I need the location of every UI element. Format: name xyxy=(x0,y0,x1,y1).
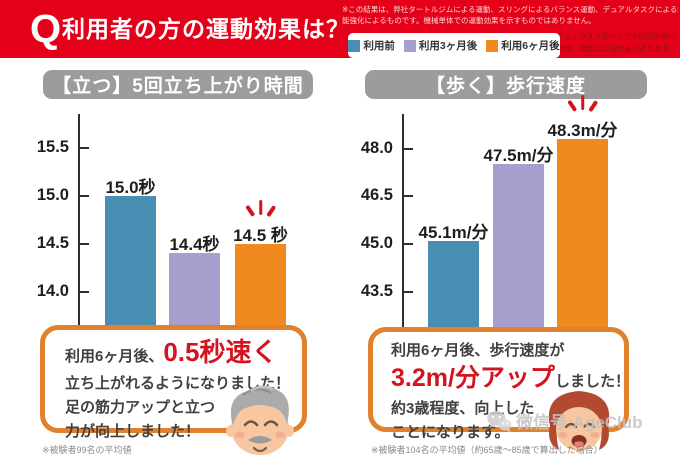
chart-title-walking: 【歩く】歩行速度 xyxy=(365,70,647,99)
elderly-woman-illustration xyxy=(548,391,610,451)
bar-利用6ヶ月後 xyxy=(557,139,608,336)
axis-tick-mark xyxy=(404,147,413,150)
bar-value-label: 48.3m/分 xyxy=(547,121,618,141)
header-disclaimer: ※この結果は、弊社タートルジムによる運動、スリングによるバランス運動、デュアルタ… xyxy=(342,4,678,26)
axis-tick-label: 14.5 xyxy=(36,233,69,252)
chart-legend: 利用前 利用3ヶ月後 利用6ヶ月後 xyxy=(348,33,560,58)
axis-tick-mark xyxy=(80,290,89,293)
bar-利用3ヶ月後 xyxy=(493,164,544,336)
callout-line: 3.2m/分アップしました！ xyxy=(391,363,630,397)
legend-label: 利用3ヶ月後 xyxy=(418,40,478,52)
bar-利用前 xyxy=(105,195,156,336)
wechat-icon xyxy=(487,410,512,432)
callout-line: 利用6ヶ月後、0.5秒速く xyxy=(65,337,294,372)
axis-tick-mark xyxy=(404,242,413,245)
axis-tick-label: 43.5 xyxy=(360,281,393,300)
bar-value-label: 15.0秒 xyxy=(105,177,156,197)
axis-tick-mark xyxy=(80,146,89,149)
watermark: 微信号:AgeClub xyxy=(486,408,643,433)
callout-prefix: 利用6ヶ月後、 xyxy=(65,348,164,365)
disclaimer-line-1: ※この結果は、弊社タートルジムによる運動、スリングによるバランス運動、デュアルタ… xyxy=(342,5,678,14)
bar-value-label: 45.1m/分 xyxy=(418,222,489,242)
legend-label: 利用前 xyxy=(363,40,395,52)
bar-利用前 xyxy=(428,240,479,336)
axis-tick-label: 45.0 xyxy=(360,233,393,252)
legend-swatch xyxy=(348,39,361,52)
bar-利用3ヶ月後 xyxy=(169,253,220,336)
chart-title-standing: 【立つ】5回立ち上がり時間 xyxy=(43,70,313,99)
bar-value-label: 14.4秒 xyxy=(169,235,220,255)
legend-swatch xyxy=(403,39,416,52)
y-axis-line xyxy=(402,114,404,336)
axis-tick-mark xyxy=(80,194,89,197)
legend-item: 利用3ヶ月後 xyxy=(403,38,478,53)
emphasis-marks xyxy=(567,93,599,113)
standing-chart-plot: 15.5 15.0 14.5 14.0 15.0秒 14.4秒 14.5 秒 xyxy=(30,114,330,336)
callout-line: 足の筋力アップと立つ xyxy=(65,399,216,416)
disclaimer-line-2: 能強化によるものです。機械単体での運動効果を示すものではありません。 xyxy=(342,16,596,25)
axis-tick-label: 46.5 xyxy=(360,186,393,205)
note-individual: ※数値、効果には個体差があります。 xyxy=(550,44,676,53)
callout-line: 力が向上しました！ xyxy=(65,423,201,440)
note-research: ※アシックススポーツ工学研究所調べ xyxy=(550,32,676,41)
legend-item: 利用6ヶ月後 xyxy=(486,38,560,53)
bar-利用6ヶ月後 xyxy=(235,243,286,336)
elderly-man-illustration xyxy=(226,385,294,455)
axis-tick-mark xyxy=(80,242,89,245)
axis-tick-mark xyxy=(404,195,413,198)
callout-line: ことになります。 xyxy=(391,424,510,441)
legend-item: 利用前 xyxy=(348,38,395,53)
header-notes: ※アシックススポーツ工学研究所調べ ※数値、効果には個体差があります。 xyxy=(550,31,676,55)
bar-value-label: 14.5 秒 xyxy=(233,225,288,245)
walking-footnote: ※被験者104名の平均値（約65歳～85歳で算出した場合） xyxy=(371,445,603,455)
callout-line: 立ち上がれるようになりました！ xyxy=(65,375,291,392)
page-title: 利用者の方の運動効果は？ xyxy=(62,16,350,42)
q-mark: Q xyxy=(30,7,62,51)
y-axis-line xyxy=(78,114,80,336)
emphasis-marks xyxy=(245,198,277,217)
axis-tick-label: 14.0 xyxy=(36,281,69,300)
axis-tick-label: 15.5 xyxy=(36,137,69,156)
callout-line: 利用6ヶ月後、歩行速度が xyxy=(391,342,565,359)
standing-footnote: ※被験者99名の平均値 xyxy=(42,445,132,455)
axis-tick-label: 48.0 xyxy=(360,138,393,157)
legend-label: 利用6ヶ月後 xyxy=(501,40,560,52)
highlight-value: 3.2m/分アップ xyxy=(391,364,555,392)
legend-swatch xyxy=(486,39,499,52)
header-banner: Q 利用者の方の運動効果は？ ※この結果は、弊社タートルジムによる運動、スリング… xyxy=(0,0,680,58)
callout-suffix: しました！ xyxy=(554,373,630,390)
watermark-text: 微信号:AgeClub xyxy=(516,413,643,432)
bar-value-label: 47.5m/分 xyxy=(483,146,554,166)
axis-tick-mark xyxy=(404,290,413,293)
standing-result-callout: 利用6ヶ月後、0.5秒速く 立ち上がれるようになりました！ 足の筋力アップと立つ… xyxy=(40,325,307,440)
highlight-value: 0.5秒速く xyxy=(163,337,278,367)
walking-chart-plot: 48.0 46.5 45.0 43.5 45.1m/分 47.5m/分 48.3m/分 xyxy=(360,95,660,336)
axis-tick-label: 15.0 xyxy=(36,185,69,204)
